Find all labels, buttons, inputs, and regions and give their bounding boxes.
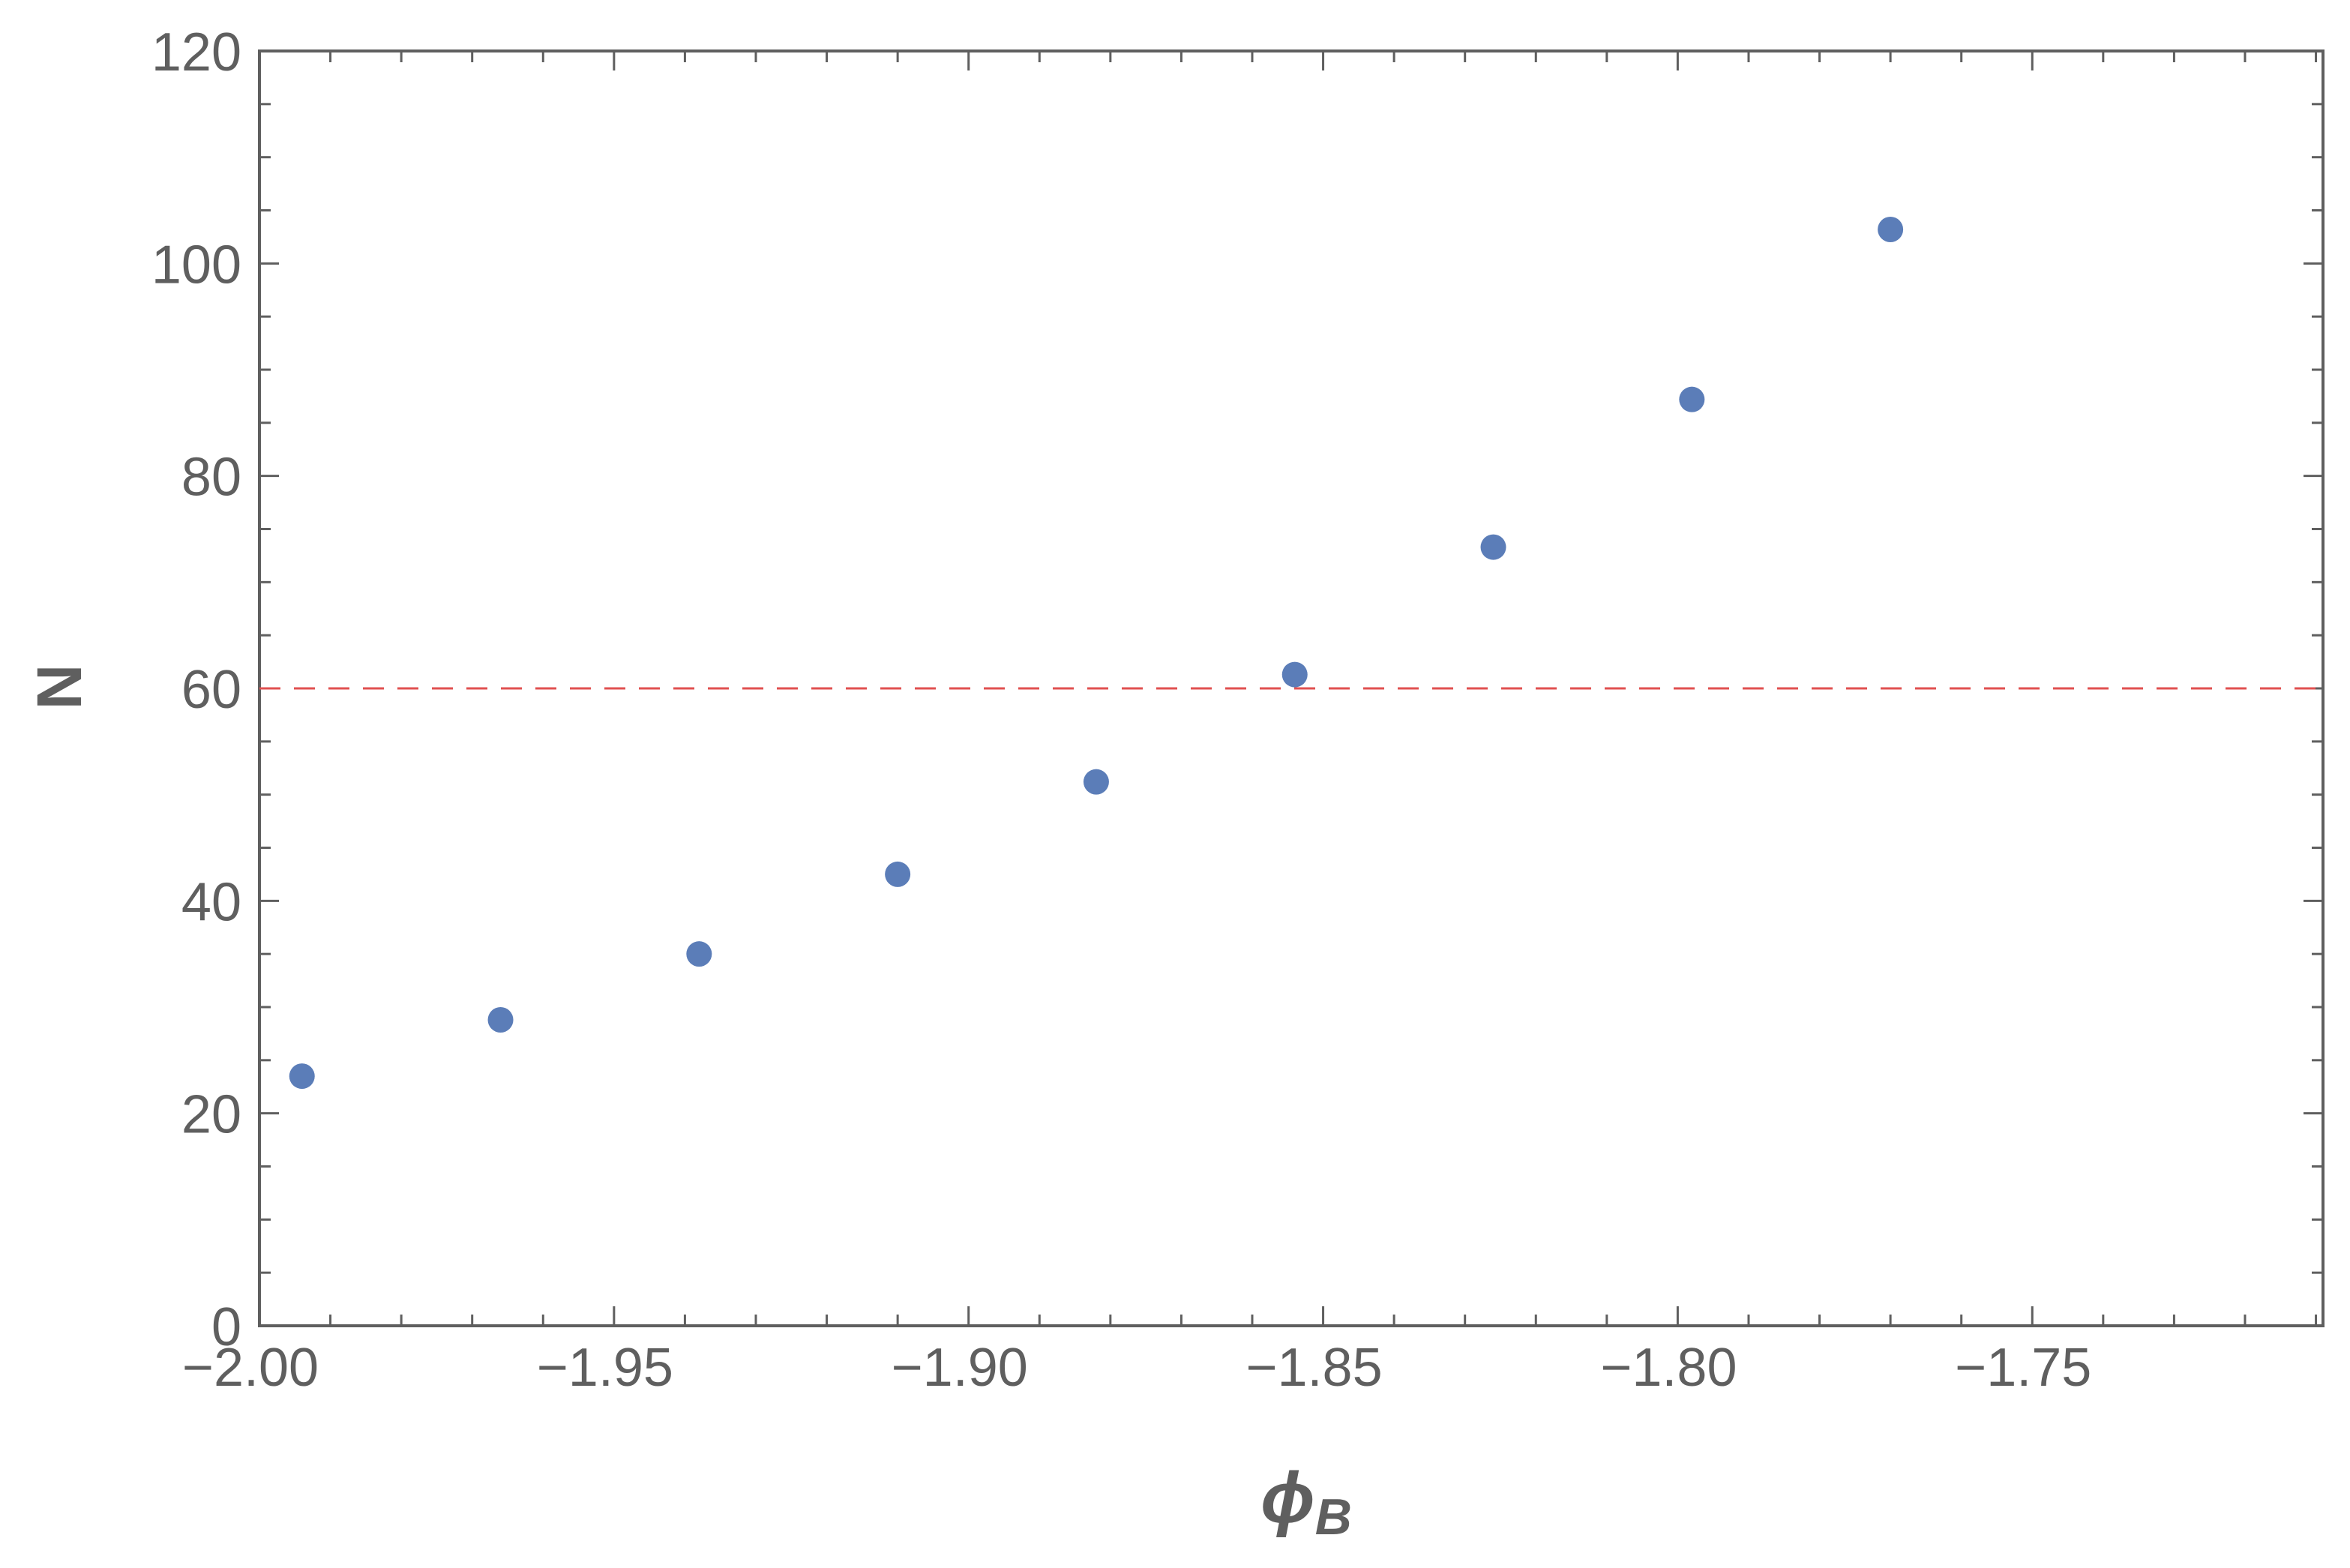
x-tick-label: −1.75	[1955, 1338, 2091, 1398]
x-tick-labels: −2.00 −1.95 −1.90 −1.85 −1.80 −1.75	[182, 1338, 2091, 1398]
plot-frame	[258, 49, 2325, 1327]
data-point	[1878, 217, 1904, 242]
y-tick-label: 40	[181, 872, 241, 932]
x-tick-label: −1.80	[1600, 1338, 1737, 1398]
x-axis-title: ϕB	[1260, 1458, 1352, 1546]
minor-ticks	[259, 51, 2323, 1326]
y-tick-label: 120	[151, 22, 241, 82]
data-point	[686, 941, 712, 967]
data-point	[1480, 534, 1506, 560]
y-tick-label: 20	[181, 1085, 241, 1145]
x-axis-subscript: B	[1315, 1489, 1352, 1546]
data-point	[1679, 386, 1705, 412]
y-tick-label: 0	[211, 1297, 241, 1357]
y-tick-label: 80	[181, 448, 241, 508]
y-tick-label: 60	[181, 660, 241, 720]
data-points	[289, 217, 1904, 1090]
y-tick-labels: 0 20 40 60 80 100 120	[151, 22, 241, 1357]
major-ticks	[258, 49, 2323, 1327]
data-point	[1281, 661, 1308, 688]
y-axis-title: N	[24, 664, 94, 710]
x-axis-symbol: ϕ	[1260, 1458, 1315, 1538]
data-point	[1083, 769, 1109, 795]
x-tick-label: −1.85	[1245, 1338, 1382, 1398]
data-point	[885, 861, 911, 887]
data-point	[289, 1063, 315, 1090]
x-tick-label: −2.00	[182, 1338, 319, 1398]
x-tick-label: −1.90	[892, 1338, 1028, 1398]
x-tick-label: −1.95	[537, 1338, 673, 1398]
data-point	[487, 1007, 514, 1033]
y-tick-label: 100	[151, 235, 241, 295]
